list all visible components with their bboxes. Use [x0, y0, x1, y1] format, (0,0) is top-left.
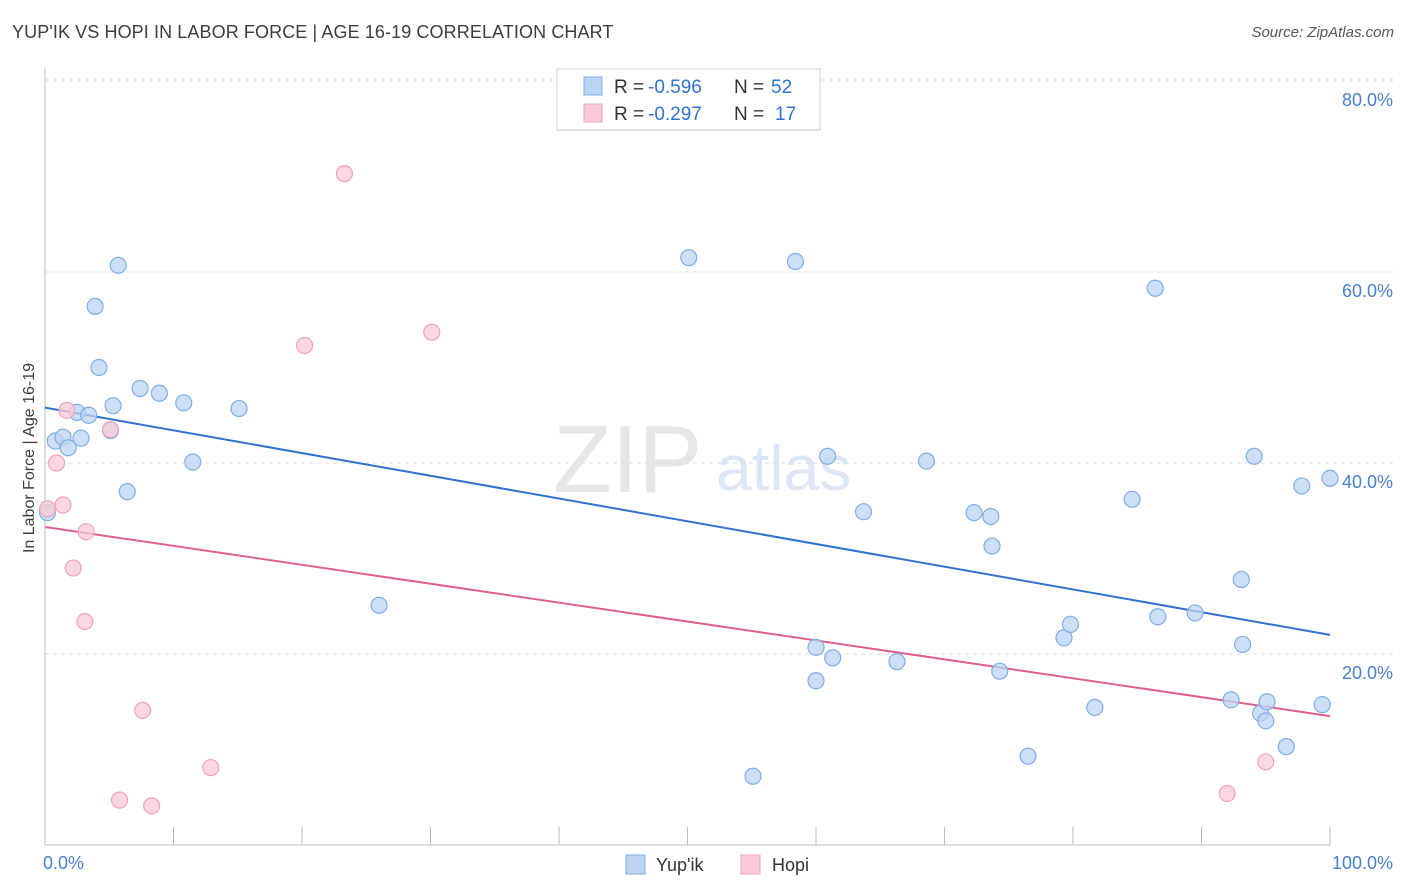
- point-yupik: [991, 662, 1009, 680]
- legend-r-label-yupik: R =: [614, 77, 644, 98]
- watermark-atlas: atlas: [716, 432, 851, 504]
- y-axis-label: In Labor Force | Age 16-19: [21, 363, 38, 553]
- stats-legend: R = -0.596 N = 52 R = -0.297 N = 17: [556, 68, 821, 131]
- trend-line-yupik: [44, 406, 1331, 636]
- x-tick-labels: 0.0% 100.0%: [43, 853, 1393, 873]
- gridlines: [45, 78, 1393, 655]
- point-hopi: [335, 165, 354, 183]
- axes: [44, 68, 1331, 846]
- point-hopi: [101, 420, 120, 439]
- legend-n-label-yupik: N =: [734, 77, 764, 98]
- point-yupik: [131, 379, 149, 398]
- legend-swatch-yupik: [583, 76, 603, 96]
- trend-line-hopi: [44, 525, 1331, 718]
- point-hopi: [143, 797, 161, 815]
- point-yupik: [807, 638, 825, 656]
- point-yupik: [1086, 698, 1104, 717]
- point-hopi: [64, 559, 82, 577]
- point-yupik: [917, 452, 936, 470]
- point-yupik: [1277, 738, 1295, 756]
- point-hopi: [76, 612, 94, 631]
- legend-r-value-hopi: -0.297: [648, 104, 702, 125]
- y-tick-labels: 20.0% 40.0% 60.0% 80.0%: [1342, 90, 1393, 683]
- point-yupik: [824, 649, 842, 667]
- y-tick-label: 40.0%: [1342, 472, 1393, 492]
- point-yupik: [150, 384, 168, 402]
- point-hopi: [134, 701, 152, 719]
- point-hopi: [110, 791, 129, 809]
- point-yupik: [1149, 608, 1167, 626]
- point-yupik: [982, 507, 1000, 526]
- point-yupik: [118, 483, 136, 501]
- point-yupik: [175, 394, 193, 412]
- series-hopi-points: [38, 165, 1275, 815]
- point-yupik: [1313, 696, 1331, 714]
- y-tick-label: 80.0%: [1342, 90, 1393, 110]
- legend-marker-hopi: [740, 854, 761, 875]
- point-yupik: [965, 504, 983, 522]
- legend-swatch-hopi: [583, 103, 603, 123]
- point-yupik: [1293, 477, 1311, 495]
- y-tick-label: 20.0%: [1342, 663, 1393, 683]
- point-yupik: [109, 256, 127, 274]
- point-yupik: [184, 453, 202, 471]
- legend-label-hopi: Hopi: [772, 855, 809, 875]
- point-yupik: [370, 596, 388, 614]
- point-yupik: [744, 767, 762, 785]
- point-hopi: [1218, 784, 1236, 803]
- series-legend: Yup'ik Hopi: [625, 854, 809, 875]
- point-yupik: [854, 503, 873, 521]
- point-yupik: [888, 653, 906, 671]
- point-hopi: [77, 523, 95, 541]
- series-yupik-points: [38, 249, 1339, 785]
- point-yupik: [786, 252, 805, 271]
- point-yupik: [680, 249, 698, 267]
- point-hopi: [295, 336, 314, 355]
- trend-lines: [44, 406, 1331, 718]
- legend-n-value-yupik: 52: [771, 77, 792, 98]
- point-yupik: [1123, 490, 1141, 508]
- x-tick-label: 0.0%: [43, 853, 84, 873]
- x-tick-label: 100.0%: [1332, 853, 1393, 873]
- point-yupik: [59, 439, 77, 457]
- y-tick-label: 60.0%: [1342, 281, 1393, 301]
- legend-r-value-yupik: -0.596: [648, 77, 702, 98]
- point-yupik: [1146, 279, 1164, 297]
- point-yupik: [72, 429, 90, 447]
- legend-marker-yupik: [625, 854, 646, 875]
- point-yupik: [818, 447, 837, 465]
- point-yupik: [86, 297, 104, 315]
- point-yupik: [80, 406, 98, 424]
- point-yupik: [230, 399, 248, 418]
- point-yupik: [1019, 747, 1037, 765]
- point-yupik: [1222, 691, 1240, 709]
- point-yupik: [90, 358, 108, 377]
- legend-label-yupik: Yup'ik: [656, 855, 704, 875]
- point-yupik: [1257, 712, 1275, 730]
- point-yupik: [1234, 635, 1252, 654]
- point-yupik: [983, 537, 1001, 555]
- point-hopi: [58, 401, 76, 420]
- point-hopi: [38, 500, 57, 518]
- point-yupik: [1321, 469, 1339, 487]
- chart-title: YUP'IK VS HOPI IN LABOR FORCE | AGE 16-1…: [12, 22, 614, 42]
- point-hopi: [47, 454, 66, 472]
- point-yupik: [807, 672, 825, 690]
- legend-r-label-hopi: R =: [614, 104, 644, 125]
- watermark-zip: ZIP: [553, 406, 702, 513]
- point-hopi: [202, 759, 220, 777]
- legend-n-label-hopi: N =: [734, 104, 764, 125]
- source-credit: Source: ZipAtlas.com: [1251, 24, 1394, 41]
- point-yupik: [104, 397, 122, 415]
- point-yupik: [1245, 447, 1263, 465]
- point-hopi: [54, 496, 72, 514]
- legend-n-value-hopi: 17: [775, 104, 796, 125]
- point-yupik: [1061, 615, 1080, 633]
- point-yupik: [1232, 570, 1250, 589]
- point-hopi: [1257, 753, 1275, 771]
- point-yupik: [1258, 693, 1276, 711]
- point-yupik: [1186, 604, 1204, 622]
- point-hopi: [423, 323, 441, 341]
